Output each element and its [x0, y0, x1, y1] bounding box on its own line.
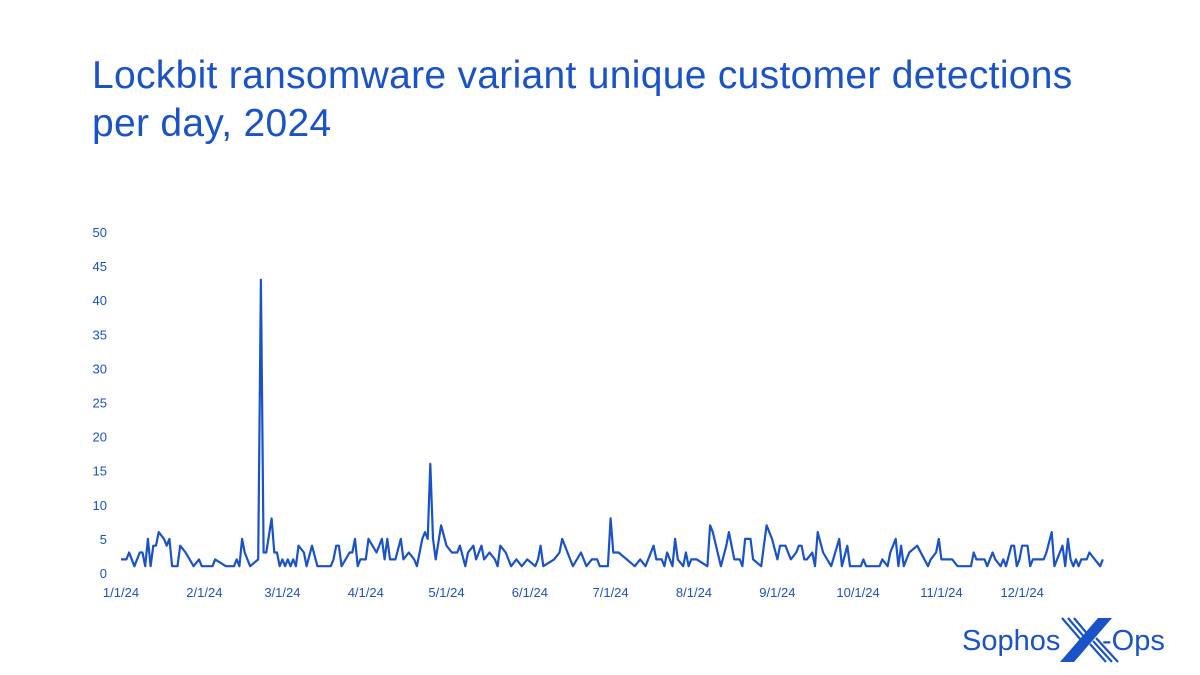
y-tick-label: 30 — [93, 361, 107, 376]
x-tick-label: 10/1/24 — [836, 585, 879, 600]
y-tick-label: 15 — [93, 464, 107, 479]
x-tick-label: 12/1/24 — [1000, 585, 1043, 600]
x-tick-label: 8/1/24 — [676, 585, 712, 600]
sophos-x-ops-logo: Sophos -Ops — [962, 617, 1165, 663]
x-tick-label: 9/1/24 — [759, 585, 795, 600]
y-tick-label: 10 — [93, 498, 107, 513]
x-tick-label: 1/1/24 — [103, 585, 139, 600]
x-tick-label: 3/1/24 — [264, 585, 300, 600]
x-tick-label: 4/1/24 — [348, 585, 384, 600]
logo-text-sophos: Sophos — [962, 625, 1060, 657]
x-tick-label: 11/1/24 — [920, 585, 962, 600]
y-tick-label: 20 — [93, 430, 107, 445]
x-tick-label: 6/1/24 — [512, 585, 548, 600]
y-axis: 0 5 10 15 20 25 30 35 40 45 50 — [93, 225, 107, 581]
x-tick-label: 2/1/24 — [186, 585, 222, 600]
x-tick-label: 7/1/24 — [593, 585, 629, 600]
y-tick-label: 35 — [93, 327, 107, 342]
series-line — [121, 278, 1104, 568]
y-tick-label: 45 — [93, 259, 107, 274]
y-tick-label: 0 — [100, 566, 107, 581]
y-tick-label: 40 — [93, 293, 107, 308]
logo-text-ops: -Ops — [1102, 625, 1165, 657]
series-group — [120, 278, 1104, 568]
y-tick-label: 25 — [93, 396, 107, 411]
y-tick-label: 5 — [100, 532, 107, 547]
x-axis: 1/1/24 2/1/24 3/1/24 4/1/24 5/1/24 6/1/24 7/1/… — [103, 585, 1044, 600]
chart-title: Lockbit ransomware variant unique custom… — [92, 54, 1073, 145]
logo-x-mark — [1060, 617, 1119, 663]
y-tick-label: 50 — [93, 225, 107, 240]
x-tick-label: 5/1/24 — [428, 585, 464, 600]
